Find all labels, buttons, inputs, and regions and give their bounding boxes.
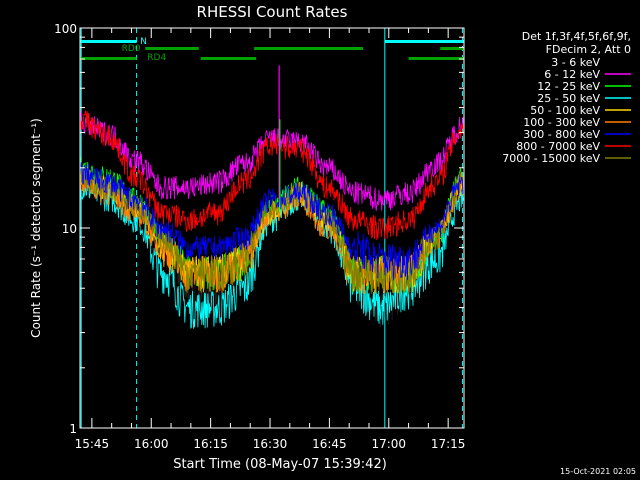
y-tick-label: 1 (69, 422, 77, 436)
night-flag-bar (384, 40, 464, 43)
x-axis-label: Start Time (08-May-07 15:39:42) (173, 457, 387, 472)
legend-entry-label: 50 - 100 keV (530, 104, 600, 117)
chart-title: RHESSI Count Rates (197, 3, 348, 21)
flag-label-n: N (140, 37, 147, 47)
flag-label-rd0: RD0 (122, 44, 141, 54)
legend-entry-label: 25 - 50 keV (537, 92, 600, 105)
series-line (79, 166, 465, 294)
x-tick-label: 16:15 (193, 437, 228, 451)
y-axis: 1 10 100 (54, 22, 464, 436)
rd4-flag-bar (408, 57, 464, 60)
legend-entry-label: 6 - 12 keV (544, 68, 600, 81)
y-tick-label: 100 (54, 22, 77, 36)
x-tick-label: 15:45 (75, 437, 110, 451)
night-flag-bar (80, 40, 137, 43)
legend-entry-label: 300 - 800 keV (523, 128, 600, 141)
rd0-flag-bar (145, 47, 199, 50)
x-tick-label: 16:00 (134, 437, 169, 451)
legend-entry-label: 100 - 300 keV (523, 116, 600, 129)
legend-entry-label: 800 - 7000 keV (516, 140, 600, 153)
rd0-flag-bar (254, 47, 364, 50)
y-axis-label: Count Rate (s⁻¹ detector segment⁻¹) (29, 118, 43, 338)
series-line (79, 162, 465, 281)
rd4-flag-bar (80, 57, 137, 60)
series-line (79, 110, 465, 241)
y-tick-label: 10 (62, 222, 77, 236)
legend-entry-label: 12 - 25 keV (537, 80, 600, 93)
series-group (79, 65, 465, 329)
rd0-flag-bar (440, 47, 464, 50)
legend: Det 1f,3f,4f,5f,6f,9f,FDecim 2, Att 03 -… (502, 30, 631, 165)
x-axis: 15:45 16:00 16:15 16:30 16:45 17:00 17:15 (75, 28, 466, 451)
legend-entry-label: 3 - 6 keV (551, 56, 600, 69)
timestamp: 15-Oct-2021 02:05 (560, 467, 636, 476)
rd4-flag-bar (200, 57, 257, 60)
legend-entry-label: 7000 - 15000 keV (502, 152, 600, 165)
x-tick-label: 17:00 (371, 437, 406, 451)
legend-header-line: Det 1f,3f,4f,5f,6f,9f, (522, 30, 631, 43)
legend-header-line: FDecim 2, Att 0 (546, 43, 631, 56)
flag-label-rd4: RD4 (147, 53, 166, 63)
series-line (79, 110, 465, 211)
x-tick-label: 16:30 (253, 437, 288, 451)
x-tick-label: 16:45 (312, 437, 347, 451)
x-tick-label: 17:15 (431, 437, 466, 451)
